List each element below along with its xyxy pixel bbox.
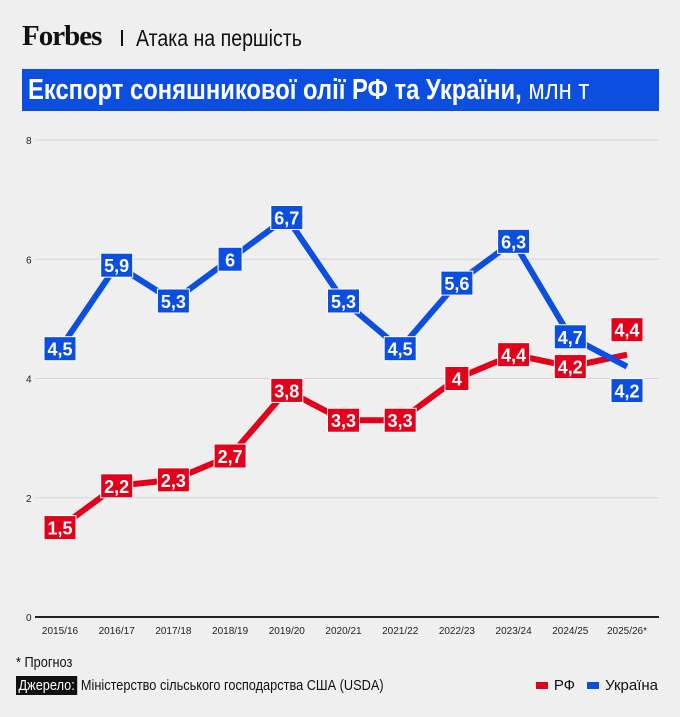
data-label-bg — [270, 205, 304, 231]
x-tick-label: 2016/17 — [99, 626, 136, 637]
y-tick-label: 2 — [26, 494, 32, 505]
x-tick-label: 2018/19 — [212, 626, 249, 637]
data-label: 2,3 — [161, 471, 186, 491]
chart-title: Експорт соняшникової олії РФ та України, — [28, 74, 522, 106]
data-label: 4,7 — [558, 328, 583, 348]
data-label: 4,2 — [614, 382, 639, 402]
data-label-bg — [383, 407, 417, 433]
data-label: 3,8 — [274, 381, 299, 401]
data-label-bg — [43, 336, 77, 362]
x-tick-label: 2020/21 — [325, 626, 362, 637]
source-line: Джерело: Міністерство сільського господа… — [16, 676, 384, 695]
header-divider — [121, 30, 123, 46]
data-label: 2,7 — [218, 447, 243, 467]
data-label: 5,3 — [161, 292, 186, 312]
y-tick-label: 6 — [26, 255, 32, 266]
x-tick-label: 2024/25 — [552, 626, 589, 637]
data-label-bg — [497, 228, 531, 254]
data-label: 4,5 — [47, 340, 72, 360]
legend-item-ua: Україна — [587, 677, 658, 694]
legend: РФ Україна — [535, 677, 658, 694]
data-label-bg — [327, 288, 360, 314]
data-label: 5,9 — [104, 256, 129, 276]
forecast-note: * Прогноз — [16, 654, 73, 671]
data-label: 5,6 — [444, 274, 469, 294]
data-label: 4,4 — [501, 346, 526, 366]
data-label-bg — [383, 336, 417, 362]
x-tick-label: 2019/20 — [269, 626, 306, 637]
x-tick-label: 2015/16 — [42, 626, 79, 637]
header-subtitle: Атака на першість — [136, 25, 302, 51]
data-label: 4,4 — [614, 321, 639, 341]
data-label-bg — [100, 473, 134, 499]
data-label-bg — [156, 288, 190, 314]
source-text: Міністерство сільського господарства США… — [80, 677, 384, 694]
legend-item-rf: РФ — [535, 677, 576, 694]
forbes-logo: Forbes — [22, 20, 102, 52]
data-label: 6 — [225, 250, 235, 270]
data-label-bg — [43, 515, 77, 541]
data-label: 6,7 — [274, 209, 299, 229]
data-label-bg — [270, 377, 304, 403]
legend-label-ua: Україна — [605, 677, 658, 694]
x-tick-label: 2017/18 — [155, 626, 192, 637]
data-label: 3,3 — [331, 411, 356, 431]
data-label-bg — [100, 252, 134, 278]
x-tick-label: 2021/22 — [382, 626, 419, 637]
data-label-bg — [610, 317, 644, 343]
chart-unit: млн т — [528, 74, 590, 106]
data-label-bg — [327, 407, 360, 433]
data-label: 4,5 — [388, 340, 413, 360]
data-label: 2,2 — [104, 477, 129, 497]
data-label: 3,3 — [388, 411, 413, 431]
data-label-bg — [553, 324, 587, 350]
data-label: 4,2 — [558, 358, 583, 378]
data-label-bg — [440, 270, 474, 296]
data-label-bg — [553, 354, 587, 380]
y-tick-label: 0 — [26, 613, 32, 624]
x-tick-label: 2025/26* — [607, 626, 647, 637]
data-label: 1,5 — [47, 519, 72, 539]
data-label-bg — [156, 467, 190, 493]
data-label-bg — [610, 378, 644, 404]
legend-label-rf: РФ — [553, 677, 576, 694]
chart-title-bar: Експорт соняшникової олії РФ та України,… — [22, 69, 659, 111]
legend-swatch-rf — [535, 682, 548, 689]
x-tick-label: 2023/24 — [496, 626, 533, 637]
data-label: 4 — [452, 370, 462, 390]
source-label: Джерело: — [16, 676, 78, 695]
data-label: 6,3 — [501, 232, 526, 252]
legend-swatch-ua — [587, 682, 600, 689]
data-label-bg — [217, 246, 243, 272]
series-line-rf — [58, 351, 628, 530]
data-label: 5,3 — [331, 292, 356, 312]
data-label-bg — [213, 443, 247, 469]
x-tick-label: 2022/23 — [439, 626, 476, 637]
y-tick-label: 8 — [26, 136, 32, 147]
y-tick-label: 4 — [26, 375, 32, 386]
data-label-bg — [444, 366, 470, 391]
data-label-bg — [497, 342, 531, 368]
